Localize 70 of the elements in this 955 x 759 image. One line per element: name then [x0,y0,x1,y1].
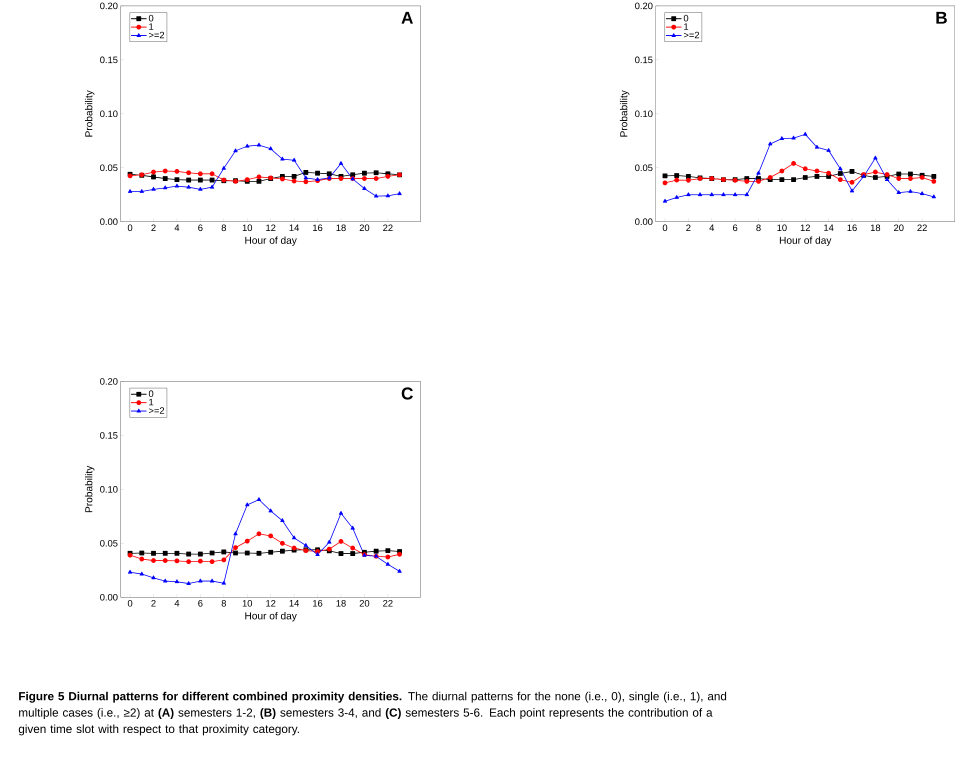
x-tick-label: 2 [686,224,691,231]
y-tick-label: 0.15 [635,56,653,64]
y-tick-label: 0.10 [100,486,118,493]
x-axis-title: Hour of day [780,236,832,246]
x-tick-label: 22 [383,224,393,231]
y-tick-label: 0.15 [100,432,118,439]
x-tick-label: 0 [662,224,668,232]
x-tick-label: 10 [777,224,787,232]
y-tick-label: 0.10 [100,110,118,118]
y-axis-title: Probability [84,466,94,512]
x-tick-label: 4 [174,600,180,606]
legend-label: >=2 [148,407,164,414]
x-tick-label: 10 [242,600,252,607]
chart-title: C [402,387,413,400]
x-tick-label: 22 [383,600,393,606]
legend-label: >=2 [684,32,700,38]
y-tick-label: 0.05 [635,164,653,172]
x-tick-label: 2 [151,600,156,606]
chart-title: B [936,12,947,24]
y-tick-label: 0.20 [100,378,118,385]
y-tick-label: 0.00 [635,218,653,225]
legend-label: 1 [149,23,154,30]
x-axis-title: Hour of day [245,612,297,622]
x-tick-label: 20 [894,224,904,232]
text: Figure 5 Diurnal patterns for different combined proximity densities. The diurnal patterns for the none (i.e., 0), single (i.e., 1), and multiple cases (i.e., ≥2) at (A) semesters 1-2, (B) semesters 3-4, and (C) semesters 5-6. Each point represents the contribution of a given time slot with respect to that proximity category. [18,692,726,736]
chart-title: A [401,12,413,24]
y-tick-label: 0.05 [100,164,118,172]
x-axis-title: Hour of day [245,236,297,246]
x-tick-label: 2 [151,224,156,231]
x-tick-label: 8 [222,600,226,607]
x-tick-label: 14 [290,224,300,231]
x-tick-label: 10 [242,224,252,232]
x-tick-label: 20 [360,600,370,607]
y-tick-label: 0.05 [100,540,118,547]
x-tick-label: 6 [198,600,203,607]
x-tick-label: 6 [733,224,738,232]
y-tick-label: 0.00 [100,594,118,600]
x-tick-label: 18 [336,600,346,607]
y-axis-title: Probability [84,90,94,137]
x-tick-label: 16 [313,600,322,607]
x-tick-label: 14 [824,224,834,231]
legend-label: 1 [684,23,688,30]
x-tick-label: 4 [709,224,714,231]
x-tick-label: 14 [290,600,300,606]
legend-label: >=2 [148,32,164,38]
x-tick-label: 12 [266,224,276,231]
x-tick-label: 6 [198,224,203,232]
x-tick-label: 0 [128,600,132,607]
y-tick-label: 0.15 [100,56,118,64]
x-tick-label: 12 [800,224,810,231]
y-tick-label: 0.00 [100,218,118,225]
legend-label: 0 [148,390,154,397]
y-axis-title: Probability [620,90,630,137]
x-tick-label: 16 [313,224,322,232]
y-tick-label: 0.20 [100,2,118,10]
x-tick-label: 18 [870,224,880,232]
x-tick-label: 4 [174,224,180,231]
x-tick-label: 8 [222,224,226,232]
y-tick-label: 0.10 [635,110,653,118]
x-tick-label: 8 [756,224,761,232]
legend-label: 0 [148,14,154,22]
legend-label: 0 [684,14,688,22]
x-tick-label: 22 [917,224,927,231]
legend-label: 1 [149,398,154,406]
x-tick-label: 16 [848,224,857,232]
x-tick-label: 12 [266,600,276,606]
y-tick-label: 0.20 [635,2,653,10]
x-tick-label: 0 [128,224,132,232]
x-tick-label: 18 [336,224,346,232]
x-tick-label: 20 [360,224,370,232]
